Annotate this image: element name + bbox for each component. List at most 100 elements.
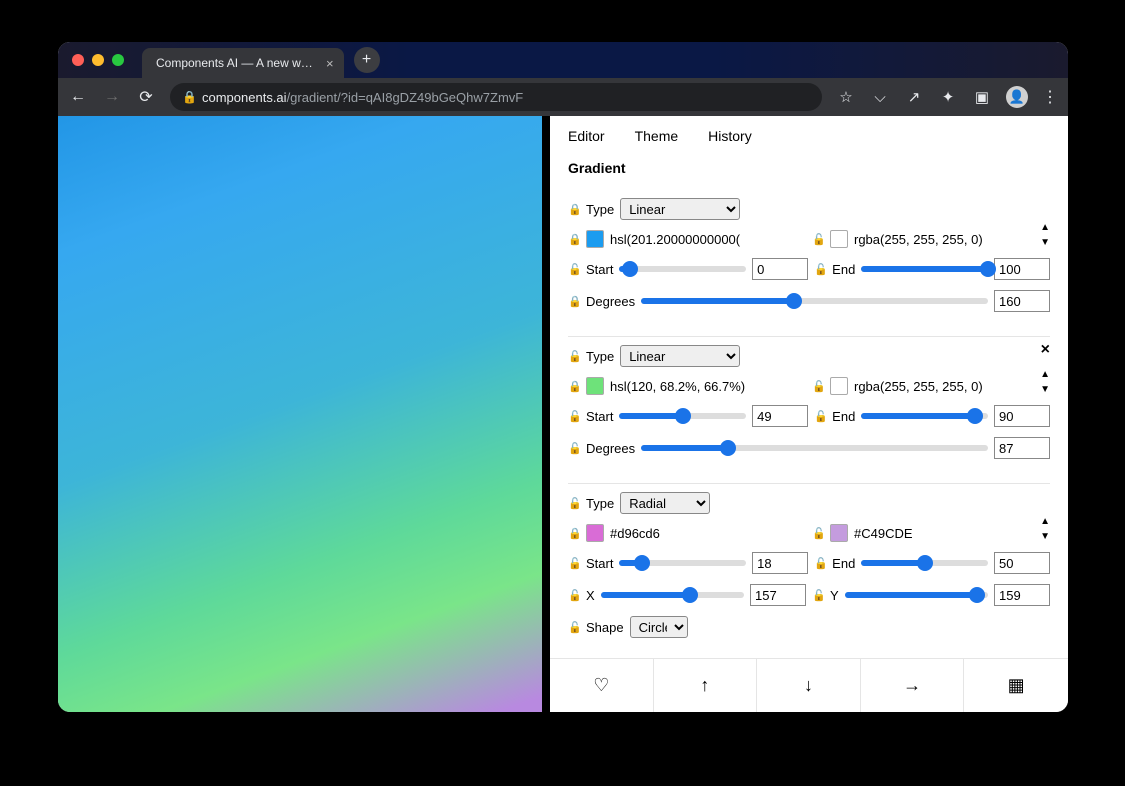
lock-icon[interactable]: 🔒: [568, 380, 580, 393]
y-label: Y: [830, 588, 839, 603]
lock-icon[interactable]: 🔒: [568, 295, 580, 308]
shape-select[interactable]: Circle: [630, 616, 688, 638]
lock-icon[interactable]: 🔒: [568, 527, 580, 540]
end-slider[interactable]: [861, 266, 988, 272]
end-label: End: [832, 409, 855, 424]
back-icon[interactable]: ←: [68, 88, 88, 106]
lock-icon[interactable]: 🔓: [814, 263, 826, 276]
browser-tab[interactable]: Components AI — A new way t ×: [142, 48, 344, 78]
close-button[interactable]: [72, 54, 84, 66]
degrees-slider[interactable]: [641, 298, 988, 304]
spinner-down-icon[interactable]: ▼: [1040, 531, 1050, 542]
pocket-icon[interactable]: ⌵: [870, 89, 890, 106]
color-swatch[interactable]: [586, 377, 604, 395]
lock-icon[interactable]: 🔓: [568, 621, 580, 634]
gradient-layer: × 🔓 Type Linear 🔒 hsl(120, 68.2%, 66.7%): [568, 337, 1050, 484]
lock-icon[interactable]: 🔒: [568, 233, 580, 246]
lock-icon[interactable]: 🔓: [812, 380, 824, 393]
spinner-down-icon[interactable]: ▼: [1040, 237, 1050, 248]
grid-button[interactable]: ▦: [964, 659, 1068, 712]
share-icon[interactable]: ↗: [904, 88, 924, 106]
lock-icon[interactable]: 🔓: [568, 263, 580, 276]
degrees-label: Degrees: [586, 441, 635, 456]
lock-icon[interactable]: 🔓: [812, 589, 824, 602]
color-swatch[interactable]: [830, 377, 848, 395]
color-value: hsl(120, 68.2%, 66.7%): [610, 379, 745, 394]
color-swatch[interactable]: [830, 230, 848, 248]
fullscreen-button[interactable]: [112, 54, 124, 66]
forward-icon[interactable]: →: [102, 88, 122, 106]
lock-icon[interactable]: 🔓: [814, 410, 826, 423]
lock-icon[interactable]: 🔓: [568, 442, 580, 455]
type-label: Type: [586, 202, 614, 217]
x-slider[interactable]: [601, 592, 744, 598]
start-slider[interactable]: [619, 413, 746, 419]
menu-icon[interactable]: ⋮: [1042, 87, 1058, 107]
end-input[interactable]: [994, 552, 1050, 574]
lock-icon[interactable]: 🔓: [568, 497, 580, 510]
type-select[interactable]: Linear: [620, 345, 740, 367]
degrees-input[interactable]: [994, 290, 1050, 312]
type-select[interactable]: Linear: [620, 198, 740, 220]
app-content: Editor Theme History Gradient 🔒 Type Lin…: [58, 116, 1068, 712]
y-slider[interactable]: [845, 592, 988, 598]
close-tab-icon[interactable]: ×: [326, 56, 334, 71]
end-input[interactable]: [994, 258, 1050, 280]
spinner-up-icon[interactable]: ▲: [1040, 516, 1050, 527]
end-slider[interactable]: [861, 413, 988, 419]
lock-icon[interactable]: 🔓: [812, 527, 824, 540]
tab-title: Components AI — A new way t: [156, 56, 316, 70]
lock-icon[interactable]: 🔓: [568, 410, 580, 423]
lock-icon[interactable]: 🔓: [568, 557, 580, 570]
lock-icon[interactable]: 🔓: [568, 350, 580, 363]
spinner-up-icon[interactable]: ▲: [1040, 369, 1050, 380]
extensions-icon[interactable]: ✦: [938, 88, 958, 106]
start-input[interactable]: [752, 552, 808, 574]
remove-layer-button[interactable]: ×: [1041, 341, 1050, 359]
end-input[interactable]: [994, 405, 1050, 427]
start-slider[interactable]: [619, 266, 746, 272]
start-input[interactable]: [752, 405, 808, 427]
color-swatch[interactable]: [586, 524, 604, 542]
upvote-button[interactable]: ↑: [654, 659, 758, 712]
gradient-preview: [58, 116, 542, 712]
x-input[interactable]: [750, 584, 806, 606]
favorite-button[interactable]: ♡: [550, 659, 654, 712]
spinner-down-icon[interactable]: ▼: [1040, 384, 1050, 395]
spinner-up-icon[interactable]: ▲: [1040, 222, 1050, 233]
tab-theme[interactable]: Theme: [635, 128, 679, 144]
avatar[interactable]: 👤: [1006, 86, 1028, 108]
lock-icon[interactable]: 🔓: [812, 233, 824, 246]
cast-icon[interactable]: ▣: [972, 88, 992, 106]
new-tab-button[interactable]: +: [354, 47, 380, 73]
y-input[interactable]: [994, 584, 1050, 606]
start-input[interactable]: [752, 258, 808, 280]
end-label: End: [832, 262, 855, 277]
lock-icon[interactable]: 🔓: [814, 557, 826, 570]
color-swatch[interactable]: [830, 524, 848, 542]
degrees-slider[interactable]: [641, 445, 988, 451]
color-value: hsl(201.20000000000(: [610, 232, 740, 247]
next-button[interactable]: →: [861, 659, 965, 712]
color-value: #C49CDE: [854, 526, 913, 541]
type-select[interactable]: Radial: [620, 492, 710, 514]
tab-history[interactable]: History: [708, 128, 752, 144]
address-bar[interactable]: 🔒 components.ai/gradient/?id=qAI8gDZ49bG…: [170, 83, 822, 111]
star-icon[interactable]: ☆: [836, 88, 856, 106]
action-bar: ♡ ↑ ↓ → ▦: [550, 658, 1068, 712]
tab-editor[interactable]: Editor: [568, 128, 605, 144]
lock-icon[interactable]: 🔓: [568, 589, 580, 602]
downvote-button[interactable]: ↓: [757, 659, 861, 712]
type-label: Type: [586, 349, 614, 364]
minimize-button[interactable]: [92, 54, 104, 66]
end-slider[interactable]: [861, 560, 988, 566]
lock-icon[interactable]: 🔒: [568, 203, 580, 216]
start-label: Start: [586, 409, 613, 424]
gradient-layer: 🔒 Type Linear 🔒 hsl(201.20000000000( 🔓: [568, 190, 1050, 337]
color-swatch[interactable]: [586, 230, 604, 248]
degrees-input[interactable]: [994, 437, 1050, 459]
start-slider[interactable]: [619, 560, 746, 566]
shape-label: Shape: [586, 620, 624, 635]
x-label: X: [586, 588, 595, 603]
reload-icon[interactable]: ⟳: [136, 87, 156, 107]
